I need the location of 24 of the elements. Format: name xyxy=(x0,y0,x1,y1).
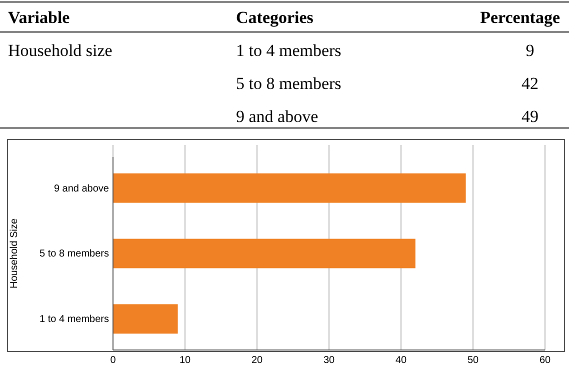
x-tick-label: 10 xyxy=(179,355,191,366)
text: Categories xyxy=(236,8,314,27)
y-tick-label: 9 and above xyxy=(54,183,110,194)
text: 9 xyxy=(526,41,534,60)
bar xyxy=(113,304,178,334)
text: 5 to 8 members xyxy=(236,74,342,93)
text: Percentage xyxy=(480,8,560,27)
y-tick-label: 1 to 4 members xyxy=(40,314,109,326)
x-tick-label: 30 xyxy=(323,355,335,366)
text: 1 to 4 members xyxy=(236,41,342,60)
text: 9 and above xyxy=(236,107,318,126)
text: Household size xyxy=(8,41,112,60)
y-tick-label: 5 to 8 members xyxy=(40,248,109,260)
text: Variable xyxy=(8,8,70,27)
x-tick-label: 60 xyxy=(539,355,551,366)
x-tick-label: 40 xyxy=(395,355,407,366)
bar xyxy=(113,173,466,203)
y-axis-title: Household Size xyxy=(9,218,20,289)
text: 42 xyxy=(522,74,538,93)
x-tick-label: 0 xyxy=(110,355,116,366)
bar xyxy=(113,238,416,268)
text: 49 xyxy=(522,107,538,126)
x-tick-label: 50 xyxy=(467,355,479,366)
x-tick-label: 20 xyxy=(251,355,263,366)
